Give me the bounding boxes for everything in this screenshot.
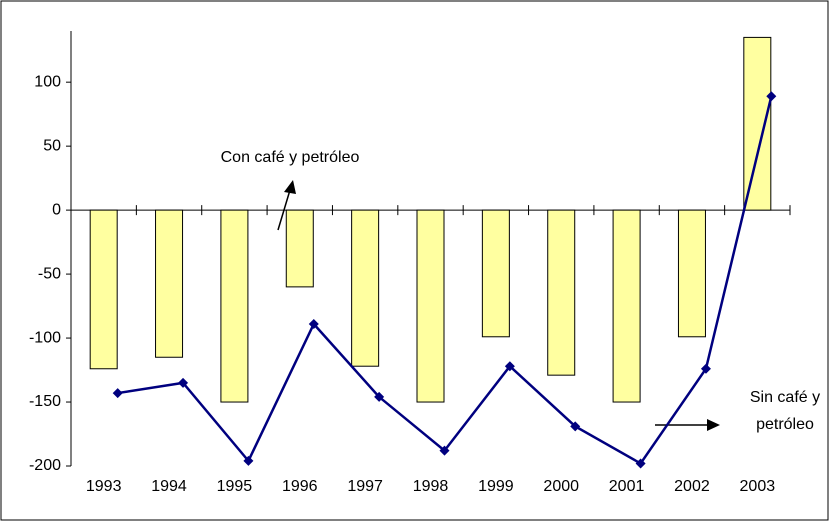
bar xyxy=(743,36,772,211)
marker xyxy=(439,445,450,456)
annotation: Con café y petróleo xyxy=(221,149,360,166)
y-tick-label: -150 xyxy=(29,393,61,410)
y-tick-label: 0 xyxy=(52,201,61,218)
x-tick-label: 1995 xyxy=(217,478,253,495)
bar xyxy=(547,209,576,376)
bar xyxy=(89,209,118,370)
x-tick-label: 1994 xyxy=(151,478,187,495)
bar xyxy=(220,209,249,403)
marker xyxy=(178,377,189,388)
x-tick-label: 1997 xyxy=(347,478,383,495)
bar xyxy=(481,209,510,338)
x-tick-label: 1993 xyxy=(86,478,122,495)
marker xyxy=(700,363,711,374)
marker xyxy=(374,391,385,402)
y-tick-label: -50 xyxy=(38,265,61,282)
marker xyxy=(635,458,646,469)
bar xyxy=(612,209,641,403)
y-tick-label: -100 xyxy=(29,329,61,346)
marker xyxy=(112,388,123,399)
y-tick-label: 50 xyxy=(43,137,61,154)
annotation: Sin café y xyxy=(750,389,820,406)
marker xyxy=(504,361,515,372)
arrow-head xyxy=(284,180,296,194)
x-tick-label: 2001 xyxy=(609,478,645,495)
bar xyxy=(285,209,314,288)
arrow-head xyxy=(707,419,720,431)
marker xyxy=(570,421,581,432)
x-tick-label: 2002 xyxy=(674,478,710,495)
x-tick-label: 2000 xyxy=(543,478,579,495)
x-tick-label: 2003 xyxy=(740,478,776,495)
marker xyxy=(308,318,319,329)
annotation: petróleo xyxy=(756,416,814,433)
x-tick-label: 1996 xyxy=(282,478,318,495)
bar xyxy=(416,209,445,403)
marker xyxy=(766,91,777,102)
y-tick-label: 100 xyxy=(34,73,61,90)
y-tick-label: -200 xyxy=(29,457,61,474)
marker xyxy=(243,455,254,466)
bar xyxy=(155,209,184,358)
bar xyxy=(677,209,706,338)
x-tick-label: 1998 xyxy=(413,478,449,495)
bar xyxy=(351,209,380,367)
x-tick-label: 1999 xyxy=(478,478,514,495)
